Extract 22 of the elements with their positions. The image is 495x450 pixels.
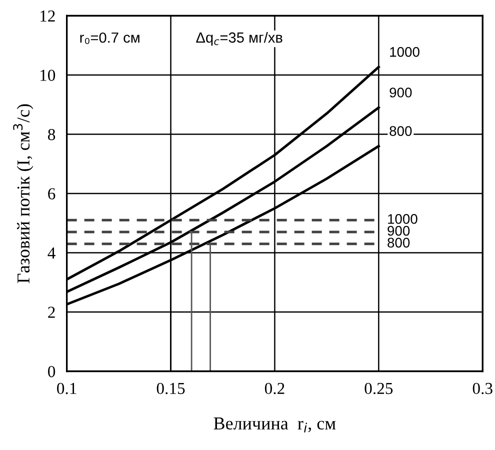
- series-label: 900: [390, 88, 412, 98]
- series-label: 1000: [390, 47, 420, 57]
- annotation: r₀=0.7 см: [80, 32, 140, 44]
- y-tick-label: 6: [48, 188, 56, 200]
- x-tick-label: 0.25: [364, 382, 393, 394]
- y-tick-label: 10: [40, 70, 56, 81]
- annotation: Δq$_{c}$=35 мг/хв: [196, 32, 282, 46]
- x-axis-title: Величина r$_{i}$, см: [214, 418, 336, 432]
- y-tick-label: 8: [48, 128, 56, 140]
- x-tick-label: 0.3: [472, 382, 492, 394]
- series-label: 1000: [388, 214, 418, 224]
- y-tick-label: 2: [48, 306, 55, 318]
- y-tick-label: 12: [40, 10, 55, 22]
- y-tick-label: 4: [48, 248, 56, 259]
- x-tick-label: 0.15: [156, 382, 185, 394]
- x-tick-label: 0.1: [57, 382, 76, 394]
- series-label: 800: [390, 126, 412, 136]
- y-tick-label: 0: [48, 366, 56, 378]
- x-tick-label: 0.2: [264, 382, 284, 394]
- series-label: 800: [388, 238, 410, 248]
- series-label: 900: [388, 226, 410, 236]
- y-axis-title: Газовий потік (I, см$^{3}$/с): [13, 104, 34, 284]
